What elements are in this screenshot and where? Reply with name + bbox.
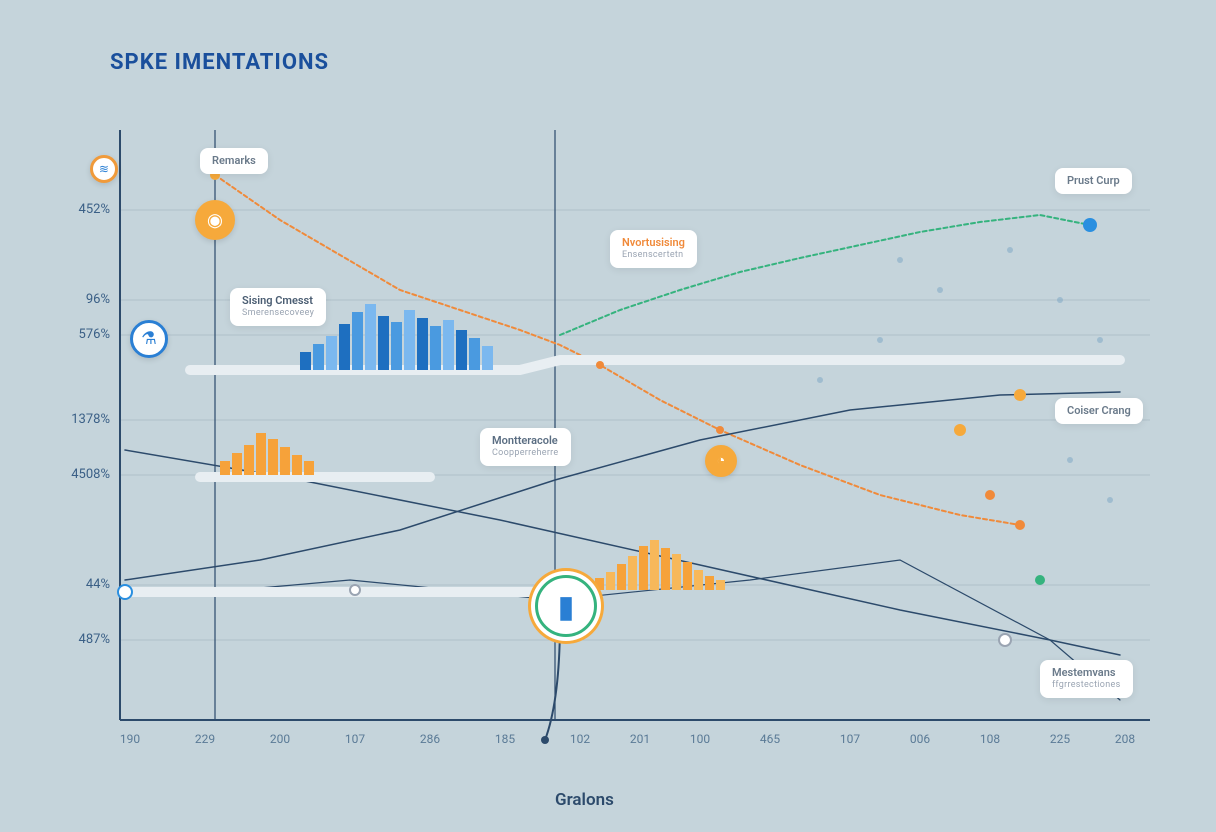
x-axis-label: 108	[970, 732, 1010, 746]
callout-title: Remarks	[212, 154, 256, 168]
callout-sising: Sising CmesstSmerensecoveey	[230, 288, 326, 326]
x-axis-label: 286	[410, 732, 450, 746]
x-axis-label: 190	[110, 732, 150, 746]
callout-title: Nvortusising	[622, 236, 685, 250]
x-axis-label: 102	[560, 732, 600, 746]
callout-mont: MontteracoleCoopperreherre	[480, 428, 571, 466]
y-axis-label: 487%	[50, 632, 110, 647]
callout-prust: Prust Curp	[1055, 168, 1132, 194]
center-icon: ▮	[535, 575, 597, 637]
chart-canvas: SPKE IMENTATIONS 452% 96% 576% 1378% 4508% 44%…	[0, 0, 1216, 832]
globe-icon: ◉	[195, 200, 235, 240]
x-axis-label: 225	[1040, 732, 1080, 746]
flask-icon: ⚗	[130, 320, 168, 358]
y-axis-label: 452%	[50, 202, 110, 217]
pie-icon: ◔	[705, 445, 737, 477]
callout-title: Coiser Crang	[1067, 404, 1131, 418]
x-axis-label: 006	[900, 732, 940, 746]
callout-subtitle: ffgrrestectiones	[1052, 680, 1121, 692]
x-axis-title: Gralons	[555, 790, 614, 810]
callout-subtitle: Ensenscertetn	[622, 250, 685, 262]
callout-title: Montteracole	[492, 434, 559, 448]
callout-subtitle: Coopperreherre	[492, 448, 559, 460]
x-axis-label: 229	[185, 732, 225, 746]
chart-title: SPKE IMENTATIONS	[110, 50, 329, 75]
callout-title: Prust Curp	[1067, 174, 1120, 188]
x-axis-label: 465	[750, 732, 790, 746]
y-axis-label: 576%	[50, 327, 110, 342]
callout-subtitle: Smerensecoveey	[242, 308, 314, 320]
x-axis-label: 107	[830, 732, 870, 746]
wifi-icon: ≋	[90, 155, 118, 183]
x-axis-label: 185	[485, 732, 525, 746]
y-axis-label: 4508%	[50, 467, 110, 482]
x-axis-label: 201	[620, 732, 660, 746]
x-axis-label: 200	[260, 732, 300, 746]
x-axis-label: 208	[1105, 732, 1145, 746]
callout-coiser: Coiser Crang	[1055, 398, 1143, 424]
x-axis-label: 107	[335, 732, 375, 746]
y-axis-label: 1378%	[50, 412, 110, 427]
callout-remarks: Remarks	[200, 148, 268, 174]
y-axis-label: 44%	[50, 577, 110, 592]
callout-title: Sising Cmesst	[242, 294, 314, 308]
callout-title: Mestemvans	[1052, 666, 1121, 680]
y-axis-label: 96%	[50, 292, 110, 307]
callout-nvort: NvortusisingEnsenscertetn	[610, 230, 697, 268]
x-axis-label: 100	[680, 732, 720, 746]
callout-mest: Mestemvansffgrrestectiones	[1040, 660, 1133, 698]
